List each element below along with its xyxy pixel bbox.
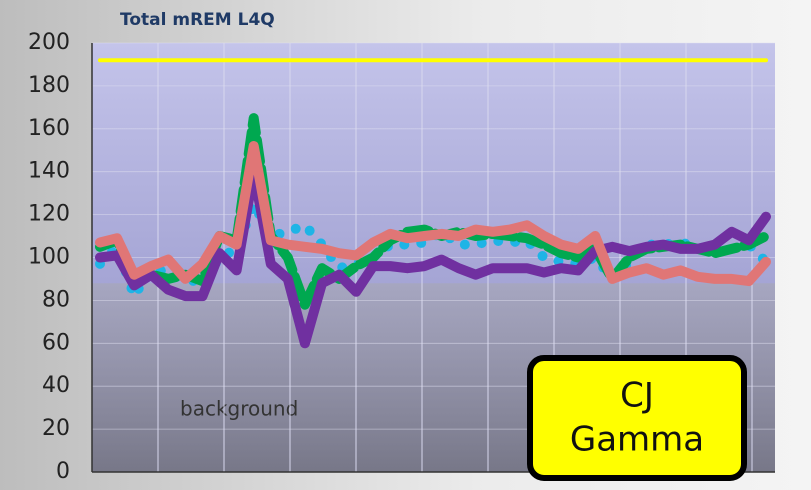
y-tick-label: 0 (56, 459, 70, 484)
y-tick-label: 40 (42, 373, 70, 398)
badge-text: Gamma (570, 420, 704, 460)
y-tick-label: 20 (42, 416, 70, 441)
chart-title: Total mREM L4Q (120, 10, 275, 30)
y-tick-label: 60 (42, 330, 70, 355)
badge-box (527, 355, 747, 481)
y-tick-label: 200 (28, 30, 70, 55)
y-tick-label: 120 (28, 202, 70, 227)
series-line (95, 141, 771, 287)
y-tick-label: 160 (28, 116, 70, 141)
background-label: background (180, 397, 298, 421)
y-tick-label: 100 (28, 245, 70, 270)
y-tick-label: 80 (42, 287, 70, 312)
y-tick-label: 140 (28, 159, 70, 184)
badge-text: CJ (620, 376, 654, 416)
series-line (95, 166, 771, 349)
y-tick-label: 180 (28, 73, 70, 98)
